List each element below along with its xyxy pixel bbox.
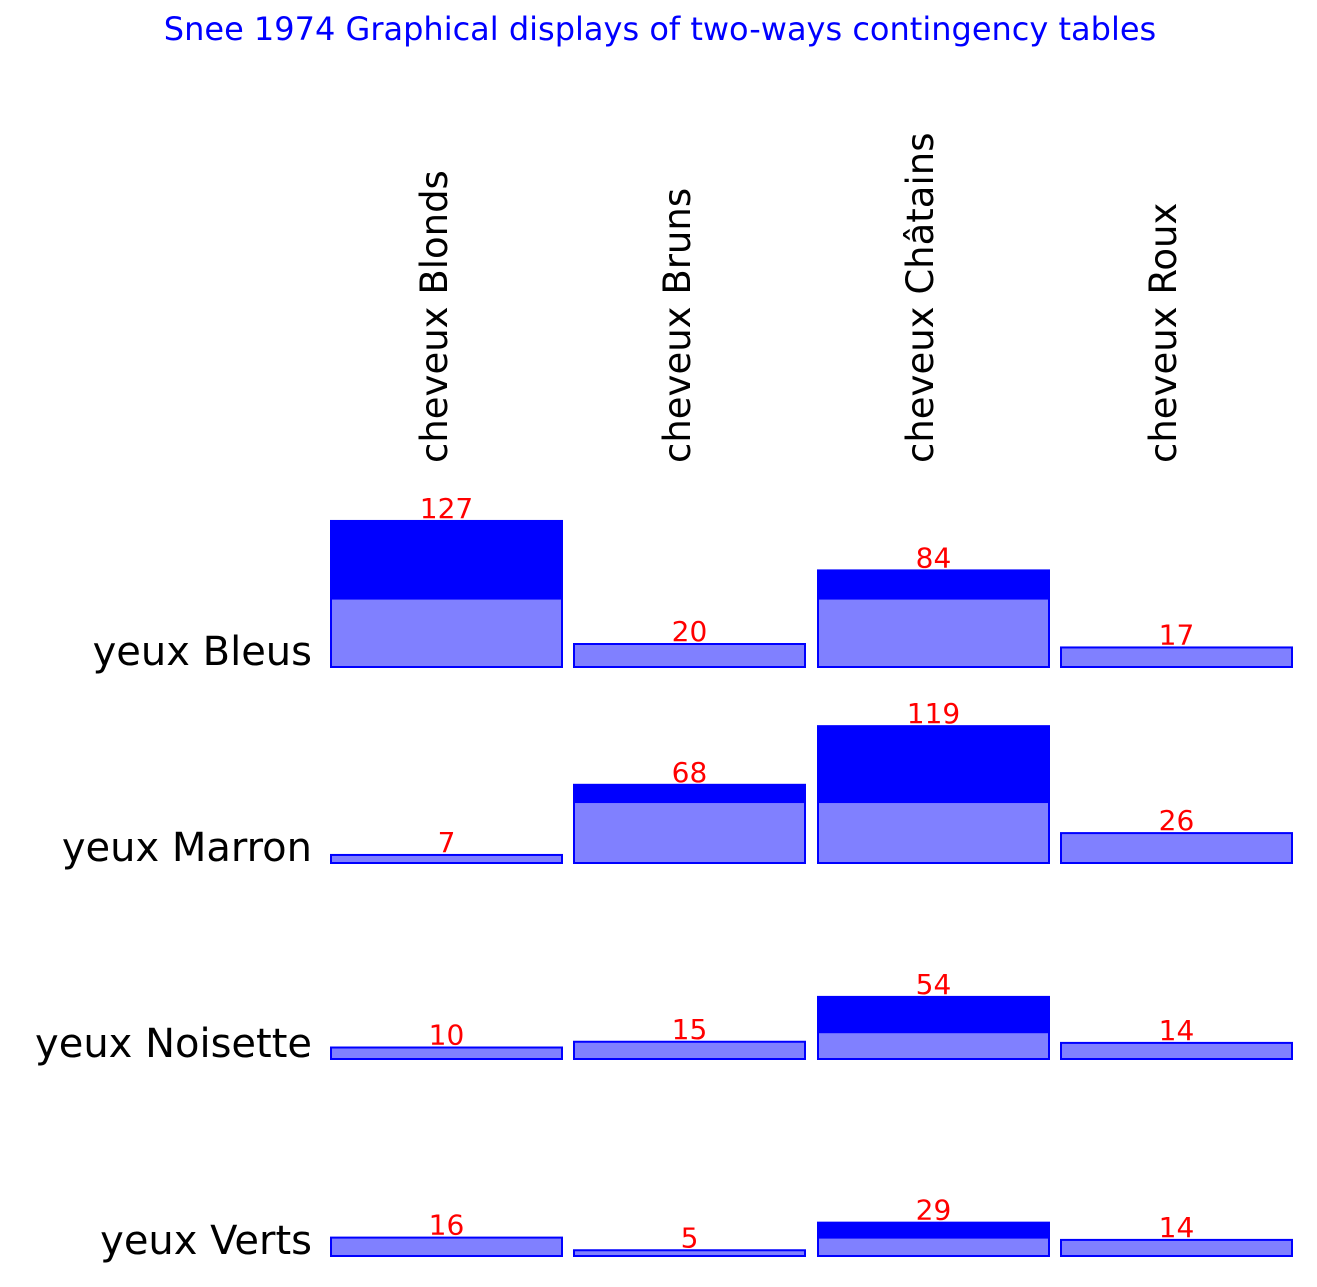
bar-base xyxy=(330,853,563,865)
bar-base xyxy=(817,1031,1050,1060)
value-label: 29 xyxy=(916,1194,952,1227)
row-label: yeux Marron xyxy=(62,825,312,871)
bar-excess xyxy=(817,995,1050,1034)
bar-base xyxy=(573,1040,806,1060)
row-label: yeux Bleus xyxy=(93,629,312,675)
value-label: 15 xyxy=(672,1013,708,1046)
value-label: 119 xyxy=(907,697,960,730)
value-label: 127 xyxy=(420,492,473,525)
bar-base xyxy=(1060,646,1293,669)
bar-base xyxy=(573,643,806,668)
bar-base xyxy=(1060,832,1293,864)
column-labels: cheveux Blonds cheveux Bruns cheveux Châta… xyxy=(413,133,1185,463)
bar-base xyxy=(330,1236,563,1257)
value-label: 68 xyxy=(672,756,708,789)
chart-title: Snee 1974 Graphical displays of two-ways… xyxy=(164,10,1156,48)
value-label: 14 xyxy=(1159,1211,1195,1244)
bar-excess xyxy=(817,569,1050,600)
value-labels: 127 20 84 17 7 68 119 26 10 15 54 14 16 5 29 14 xyxy=(420,492,1195,1254)
row-label: yeux Verts xyxy=(100,1218,312,1264)
row-labels: yeux Bleus yeux Marron yeux Noisette yeux V… xyxy=(35,629,312,1264)
bar-excess xyxy=(817,725,1050,804)
column-label: cheveux Bruns xyxy=(656,188,699,463)
bar-base xyxy=(1060,1041,1293,1061)
bar-base xyxy=(1060,1238,1293,1258)
value-label: 7 xyxy=(438,826,456,859)
value-label: 54 xyxy=(916,968,952,1001)
column-label: cheveux Roux xyxy=(1142,203,1185,463)
bar-base xyxy=(817,801,1050,864)
value-label: 16 xyxy=(429,1209,465,1242)
bar-base xyxy=(330,1046,563,1060)
column-label: cheveux Châtains xyxy=(899,133,942,463)
bar-base xyxy=(330,597,563,669)
bar-base xyxy=(817,1236,1050,1257)
bar-base xyxy=(573,1249,806,1257)
bar-base xyxy=(573,801,806,864)
bar-base xyxy=(817,597,1050,669)
value-label: 17 xyxy=(1159,618,1195,651)
value-label: 14 xyxy=(1159,1014,1195,1047)
value-label: 84 xyxy=(916,541,952,574)
value-label: 5 xyxy=(681,1221,699,1254)
value-label: 20 xyxy=(672,615,708,648)
column-label: cheveux Blonds xyxy=(413,170,456,463)
row-label: yeux Noisette xyxy=(35,1021,312,1067)
bar-excess xyxy=(330,519,563,600)
value-label: 26 xyxy=(1159,804,1195,837)
value-label: 10 xyxy=(429,1019,465,1052)
bars xyxy=(330,519,1293,1258)
